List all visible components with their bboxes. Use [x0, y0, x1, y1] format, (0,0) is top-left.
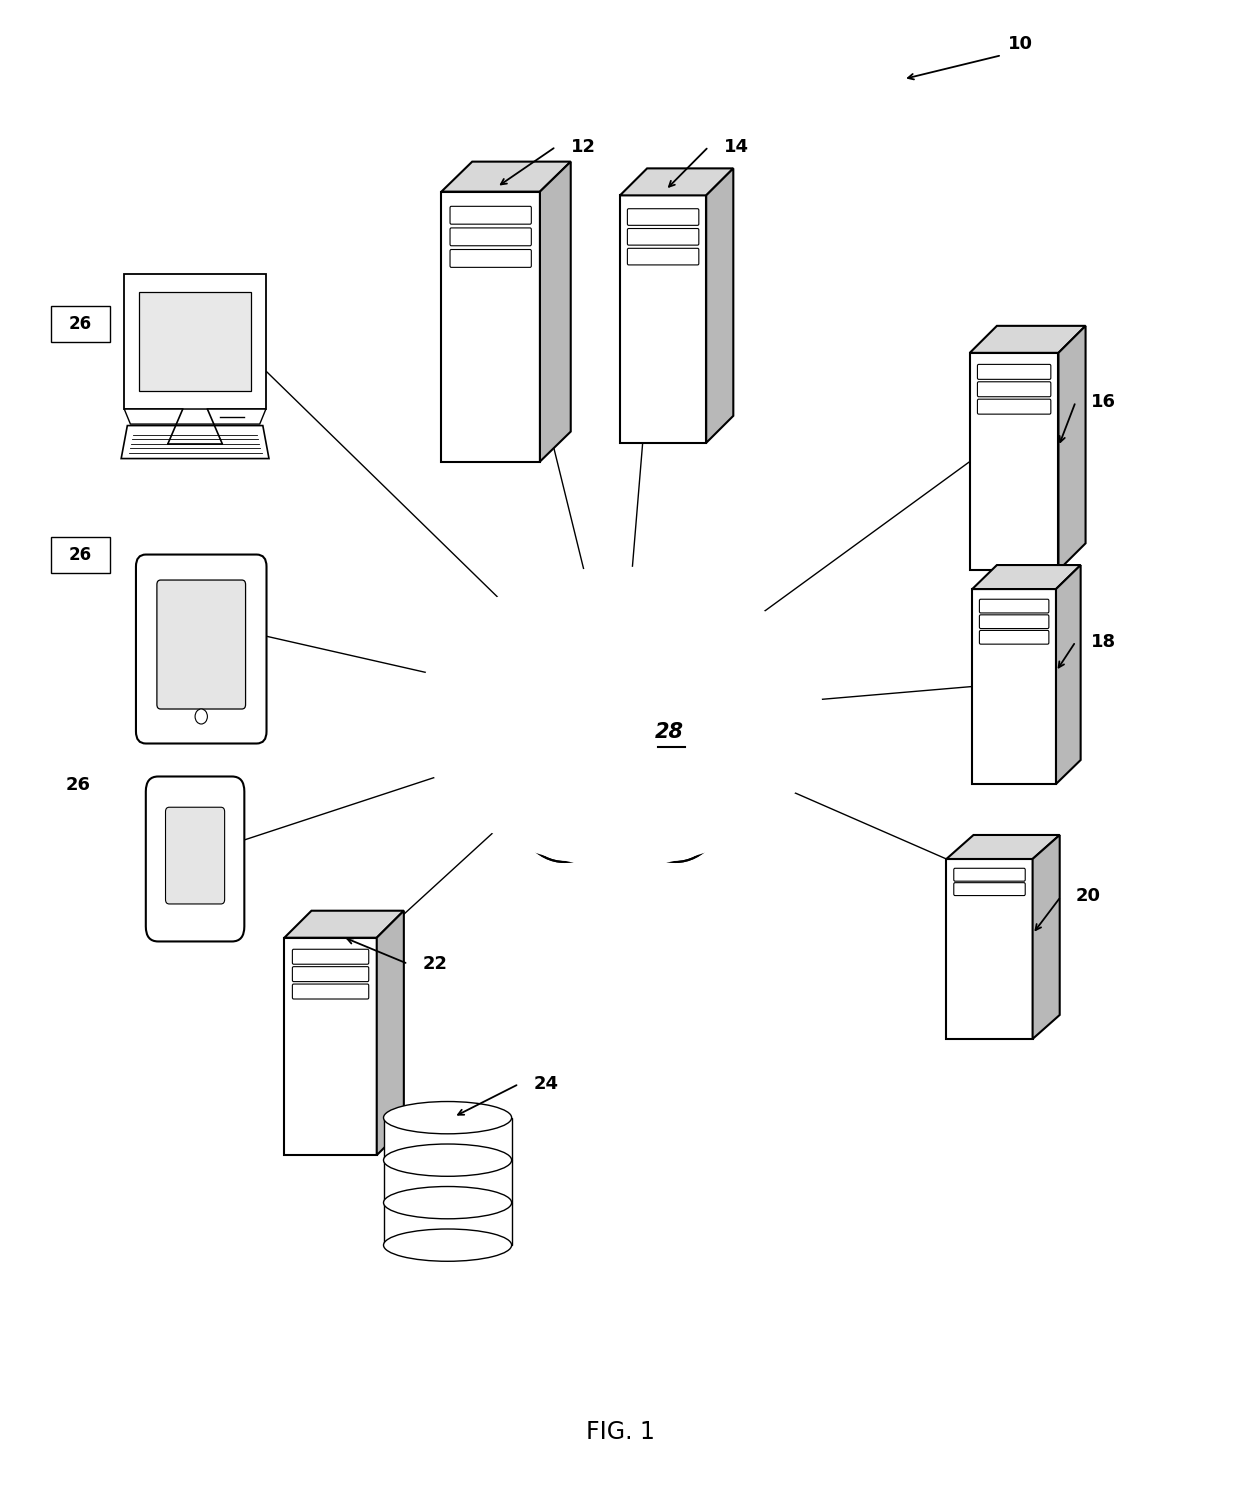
Ellipse shape: [515, 739, 615, 860]
Ellipse shape: [644, 596, 744, 718]
FancyBboxPatch shape: [977, 365, 1050, 380]
Text: 10: 10: [1008, 35, 1033, 53]
Ellipse shape: [715, 635, 795, 731]
FancyBboxPatch shape: [157, 581, 246, 709]
FancyBboxPatch shape: [51, 537, 110, 573]
Text: 28: 28: [655, 721, 683, 742]
Polygon shape: [139, 293, 252, 391]
FancyBboxPatch shape: [954, 869, 1025, 881]
Polygon shape: [1033, 835, 1060, 1039]
FancyBboxPatch shape: [980, 599, 1049, 612]
FancyBboxPatch shape: [293, 949, 368, 964]
Ellipse shape: [383, 1229, 512, 1261]
FancyBboxPatch shape: [954, 882, 1025, 896]
Text: 26: 26: [66, 777, 91, 795]
Text: 20: 20: [1076, 888, 1101, 905]
Text: 26: 26: [69, 546, 92, 564]
Ellipse shape: [513, 736, 616, 863]
FancyBboxPatch shape: [165, 807, 224, 903]
FancyBboxPatch shape: [293, 967, 368, 982]
Text: 22: 22: [423, 955, 448, 973]
FancyBboxPatch shape: [980, 615, 1049, 629]
Ellipse shape: [548, 578, 692, 751]
Polygon shape: [122, 425, 269, 458]
FancyBboxPatch shape: [450, 228, 531, 246]
Polygon shape: [441, 192, 539, 461]
Ellipse shape: [383, 1187, 512, 1218]
Polygon shape: [946, 860, 1033, 1039]
Polygon shape: [124, 274, 265, 409]
FancyBboxPatch shape: [293, 985, 368, 998]
Ellipse shape: [642, 594, 745, 719]
FancyBboxPatch shape: [627, 249, 699, 265]
Ellipse shape: [575, 752, 665, 861]
Ellipse shape: [624, 736, 727, 863]
Ellipse shape: [551, 579, 689, 749]
Text: 26: 26: [69, 315, 92, 333]
Ellipse shape: [531, 633, 709, 829]
FancyBboxPatch shape: [627, 208, 699, 225]
Text: 12: 12: [570, 137, 595, 155]
Text: 14: 14: [723, 137, 749, 155]
FancyBboxPatch shape: [977, 400, 1050, 415]
FancyBboxPatch shape: [977, 382, 1050, 397]
FancyBboxPatch shape: [450, 207, 531, 225]
Ellipse shape: [506, 600, 599, 713]
Polygon shape: [972, 566, 1080, 590]
Ellipse shape: [672, 659, 790, 804]
Polygon shape: [284, 911, 404, 938]
Polygon shape: [167, 409, 222, 443]
FancyBboxPatch shape: [51, 306, 110, 342]
Ellipse shape: [507, 602, 598, 712]
Polygon shape: [970, 353, 1059, 570]
Polygon shape: [1056, 566, 1080, 784]
Polygon shape: [284, 938, 377, 1155]
Polygon shape: [707, 169, 733, 443]
Text: 16: 16: [1090, 392, 1116, 410]
Polygon shape: [441, 161, 570, 192]
Polygon shape: [124, 409, 265, 424]
FancyBboxPatch shape: [450, 249, 531, 267]
Polygon shape: [383, 1117, 512, 1160]
Polygon shape: [1059, 326, 1085, 570]
Ellipse shape: [450, 659, 568, 804]
Polygon shape: [383, 1160, 512, 1203]
Text: 18: 18: [1090, 632, 1116, 650]
Polygon shape: [383, 1203, 512, 1246]
Ellipse shape: [573, 749, 667, 864]
FancyBboxPatch shape: [146, 777, 244, 941]
FancyBboxPatch shape: [980, 630, 1049, 644]
Polygon shape: [620, 169, 733, 196]
Ellipse shape: [383, 1145, 512, 1176]
Polygon shape: [620, 196, 707, 443]
Ellipse shape: [417, 567, 823, 867]
Polygon shape: [970, 326, 1085, 353]
Polygon shape: [972, 590, 1056, 784]
Polygon shape: [539, 161, 570, 461]
Text: 24: 24: [533, 1075, 559, 1093]
Polygon shape: [377, 911, 404, 1155]
FancyBboxPatch shape: [627, 229, 699, 246]
Ellipse shape: [718, 638, 794, 730]
Polygon shape: [946, 835, 1060, 860]
FancyBboxPatch shape: [136, 555, 267, 743]
Text: FIG. 1: FIG. 1: [585, 1421, 655, 1443]
Ellipse shape: [673, 662, 789, 801]
Ellipse shape: [625, 739, 725, 860]
Ellipse shape: [533, 636, 707, 826]
Circle shape: [195, 709, 207, 724]
Ellipse shape: [383, 1101, 512, 1134]
Ellipse shape: [451, 662, 567, 801]
